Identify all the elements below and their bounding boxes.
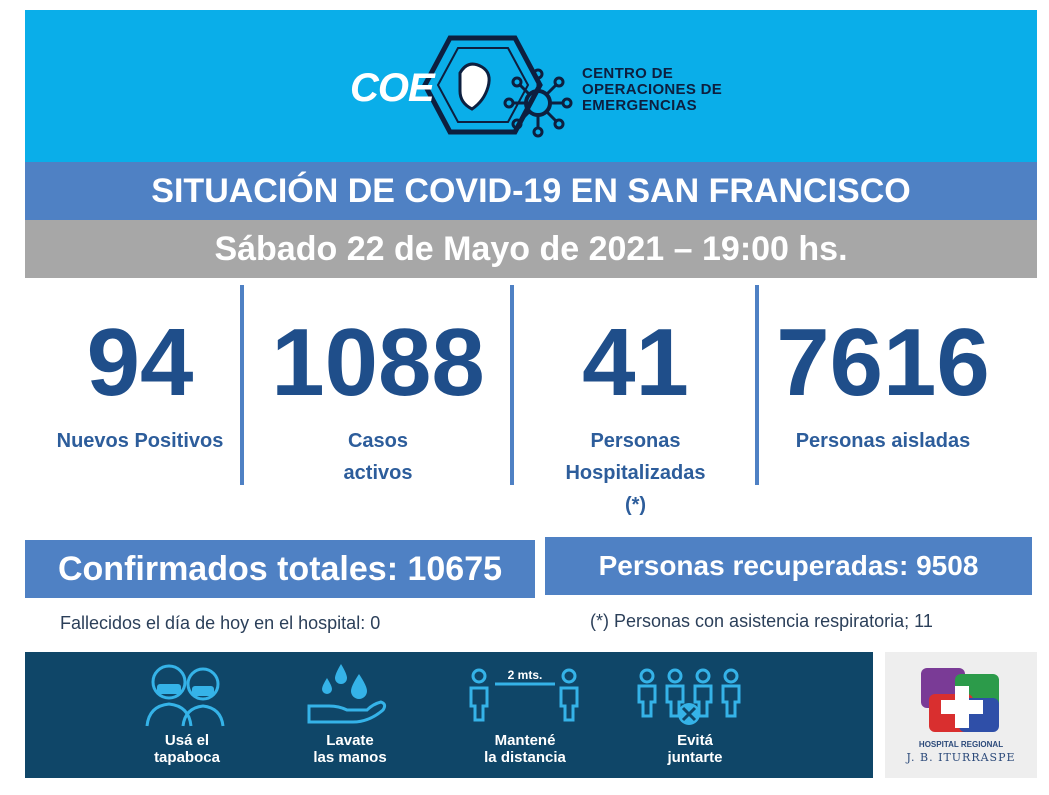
org-name-line1: CENTRO DE — [582, 65, 674, 82]
recovered-total-box: Personas recuperadas: 9508 — [545, 537, 1032, 595]
header-banner — [25, 10, 1037, 162]
tip-label-line: Usá el — [164, 732, 210, 749]
no-gathering-icon — [637, 668, 741, 725]
page-title: SITUACIÓN DE COVID-19 EN SAN FRANCISCO — [25, 162, 1037, 220]
stat-new-positives-label: Nuevos Positivos — [40, 425, 240, 457]
stat-hospitalized-label: Personas Hospitalizadas (*) — [518, 425, 753, 521]
tip-wash-label: Lavate las manos — [280, 732, 420, 766]
deaths-note: Fallecidos el día de hoy en el hospital:… — [60, 613, 381, 633]
stat-isolated-label: Personas aisladas — [763, 425, 1003, 457]
org-name-line2: OPERACIONES DE — [582, 81, 723, 98]
hospital-cross-icon — [921, 668, 999, 732]
coe-logo-text: COE — [350, 66, 435, 110]
tip-label-line: tapaboca — [154, 749, 220, 766]
coe-logo-icon — [422, 35, 573, 138]
confirmed-total-box: Confirmados totales: 10675 — [25, 540, 535, 598]
hand-washing-icon — [307, 664, 387, 724]
stat-label-line: Personas aisladas — [795, 430, 971, 452]
stat-label-line: Hospitalizadas — [565, 462, 706, 484]
stat-divider — [510, 285, 514, 485]
stat-label-line: Casos — [347, 430, 409, 452]
tip-distance-label: Mantené la distancia — [455, 732, 595, 766]
tip-gathering-label: Evitá juntarte — [625, 732, 765, 766]
stat-divider — [755, 285, 759, 485]
tip-label-line: las manos — [313, 749, 387, 766]
org-name-line3: EMERGENCIAS — [582, 97, 697, 114]
stat-label-line: Nuevos Positivos — [56, 430, 224, 452]
tip-label-line: juntarte — [667, 749, 723, 766]
stat-divider — [240, 285, 244, 485]
respiratory-note: (*) Personas con asistencia respiratoria… — [590, 611, 933, 631]
prevention-tips: Usá el tapaboca Lavate las manos 2 mts. … — [25, 652, 873, 778]
org-name: CENTRO DE OPERACIONES DE EMERGENCIAS — [582, 66, 722, 114]
tip-label-line: Mantené — [494, 732, 556, 749]
stat-label-line: Personas — [590, 430, 681, 452]
distance-icon — [469, 668, 579, 722]
stat-isolated-value: 7616 — [776, 309, 990, 416]
hospital-logo: HOSPITAL REGIONAL J. B. ITURRASPE — [885, 652, 1037, 778]
tip-label-line: la distancia — [484, 749, 566, 766]
tip-mask-label: Usá el tapaboca — [117, 732, 257, 766]
stat-active-cases-value: 1088 — [271, 309, 485, 416]
stat-label-line: (*) — [624, 494, 647, 516]
report-date: Sábado 22 de Mayo de 2021 – 19:00 hs. — [25, 220, 1037, 278]
hospital-name: HOSPITAL REGIONAL — [918, 740, 1004, 749]
stat-active-cases-label: Casos activos — [248, 425, 508, 489]
stat-label-line: activos — [343, 462, 413, 484]
hospital-subname: J. B. ITURRASPE — [906, 751, 1016, 764]
stat-hospitalized-value: 41 — [582, 309, 689, 416]
stat-new-positives-value: 94 — [86, 309, 194, 416]
distance-badge: 2 mts. — [507, 668, 543, 682]
tip-label-line: Evitá — [677, 732, 713, 749]
tip-label-line: Lavate — [326, 732, 374, 749]
masked-people-icon — [145, 664, 225, 727]
